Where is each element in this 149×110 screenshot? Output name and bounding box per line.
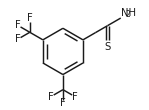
Text: F: F xyxy=(15,20,21,30)
Text: F: F xyxy=(27,14,33,24)
Text: F: F xyxy=(60,98,66,108)
Text: F: F xyxy=(15,34,21,44)
Text: F: F xyxy=(72,92,78,102)
Text: F: F xyxy=(48,92,54,102)
Text: NH: NH xyxy=(121,8,136,18)
Text: 2: 2 xyxy=(125,10,130,19)
Text: S: S xyxy=(104,42,111,52)
